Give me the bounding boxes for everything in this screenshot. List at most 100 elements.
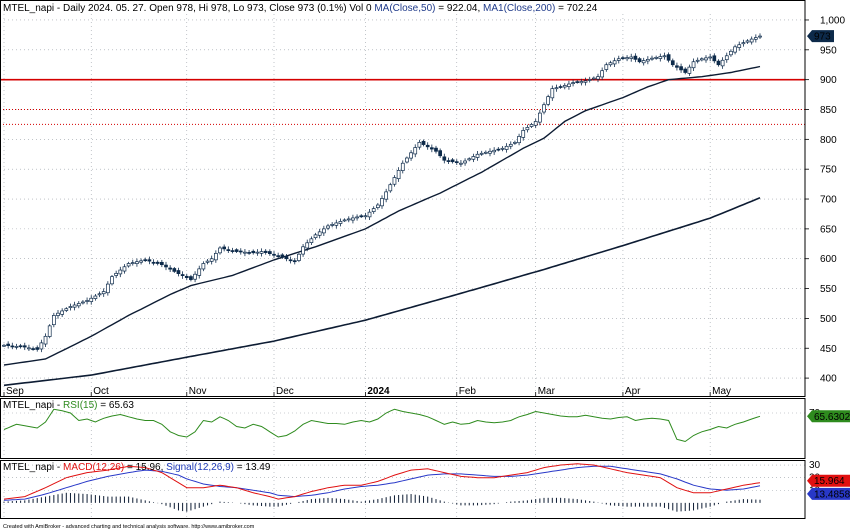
candle-body xyxy=(645,59,650,62)
axes: 1,000 950 900 850 800 750 700 650 600 550 500 450 40… xyxy=(3,15,845,496)
price-tick-label: 400 xyxy=(820,374,837,385)
candle-body xyxy=(571,82,575,84)
candle-body xyxy=(56,312,60,316)
candle-body xyxy=(658,56,663,59)
candle-body xyxy=(47,325,52,337)
candle-body xyxy=(60,310,65,315)
candle-body xyxy=(537,112,542,123)
macd-panel xyxy=(0,463,805,512)
candle-body xyxy=(375,204,380,208)
candle-body xyxy=(546,96,551,105)
panel-frames xyxy=(0,0,806,519)
panel-frame xyxy=(0,398,806,459)
candle-body xyxy=(39,342,44,350)
candle-body xyxy=(575,81,580,83)
candle-body xyxy=(226,249,231,251)
candle-body xyxy=(205,260,210,263)
candle-body xyxy=(758,35,762,38)
candle-body xyxy=(130,262,135,264)
candle-body xyxy=(122,266,127,272)
candle-body xyxy=(704,57,708,61)
candle-body xyxy=(454,161,459,164)
candle-body xyxy=(43,335,48,345)
svg-text:13.4858: 13.4858 xyxy=(814,489,850,500)
rsi-line xyxy=(3,408,761,443)
candle-body xyxy=(222,246,227,250)
candle-body xyxy=(342,219,347,222)
candle-body xyxy=(679,66,683,71)
moving-averages xyxy=(3,65,761,387)
price-tick-label: 850 xyxy=(820,105,837,116)
candle-body xyxy=(600,70,605,78)
candle-body xyxy=(2,344,6,347)
candle-body xyxy=(101,291,106,295)
rsi-panel xyxy=(0,408,805,443)
candle-body xyxy=(168,267,173,270)
candle-body xyxy=(384,191,389,200)
time-tick-label: Feb xyxy=(459,386,477,397)
candle-body xyxy=(421,140,426,145)
macd-value-tag: 15.964 xyxy=(807,474,850,487)
price-tick-label: 950 xyxy=(820,45,837,56)
candle-body xyxy=(438,150,443,157)
candle-body xyxy=(371,208,376,212)
candle-body xyxy=(159,261,164,266)
candle-body xyxy=(745,40,750,43)
candle-body xyxy=(463,160,467,164)
candle-body xyxy=(14,345,19,348)
candle-body xyxy=(737,44,742,48)
candle-body xyxy=(533,121,538,126)
candle-body xyxy=(558,86,563,88)
candle-body xyxy=(621,57,625,60)
candle-body xyxy=(68,306,73,309)
candle-body xyxy=(76,303,81,307)
candle-body xyxy=(189,276,193,280)
candle-body xyxy=(500,147,505,150)
candle-body xyxy=(97,293,102,296)
candle-body xyxy=(633,55,638,60)
price-tick-label: 750 xyxy=(820,165,837,176)
candle-body xyxy=(749,38,754,43)
candle-body xyxy=(89,297,94,302)
candle-body xyxy=(193,273,197,280)
candle-body xyxy=(517,136,521,144)
candle-body xyxy=(687,66,692,74)
candle-body xyxy=(105,283,110,294)
candle-body xyxy=(280,254,285,258)
candle-body xyxy=(629,56,634,59)
candle-body xyxy=(147,259,152,262)
candle-body xyxy=(255,251,260,254)
candle-body xyxy=(317,231,322,236)
candle-body xyxy=(612,60,617,65)
candle-body xyxy=(85,300,89,302)
candle-body xyxy=(313,234,318,239)
candle-body xyxy=(334,222,339,226)
candle-body xyxy=(22,345,27,348)
footer-credit: Created with AmiBroker - advanced charti… xyxy=(3,524,255,530)
candle-body xyxy=(716,60,721,66)
candle-body xyxy=(596,76,600,80)
candle-body xyxy=(247,252,251,254)
price-tick-label: 650 xyxy=(820,224,837,235)
candle-body xyxy=(579,81,584,84)
candle-body xyxy=(591,77,596,80)
candle-body xyxy=(479,152,484,155)
horizontal-lines xyxy=(0,78,805,125)
candle-body xyxy=(305,242,310,249)
svg-text:973: 973 xyxy=(814,32,831,43)
candle-body xyxy=(176,270,181,274)
candle-body xyxy=(197,268,202,276)
signal-line xyxy=(3,465,761,501)
time-tick-label: Dec xyxy=(276,386,294,397)
candle-body xyxy=(496,148,501,151)
candle-body xyxy=(513,141,517,144)
svg-text:15.964: 15.964 xyxy=(814,476,845,487)
candle-body xyxy=(346,218,351,221)
rsi-value-tag: 65.6302 xyxy=(807,410,850,423)
price-tick-label: 450 xyxy=(820,344,837,355)
candle-body xyxy=(616,58,621,61)
candle-body xyxy=(724,55,729,61)
candle-body xyxy=(93,295,98,299)
candle-body xyxy=(604,64,609,70)
price-tick-label: 550 xyxy=(820,284,837,295)
